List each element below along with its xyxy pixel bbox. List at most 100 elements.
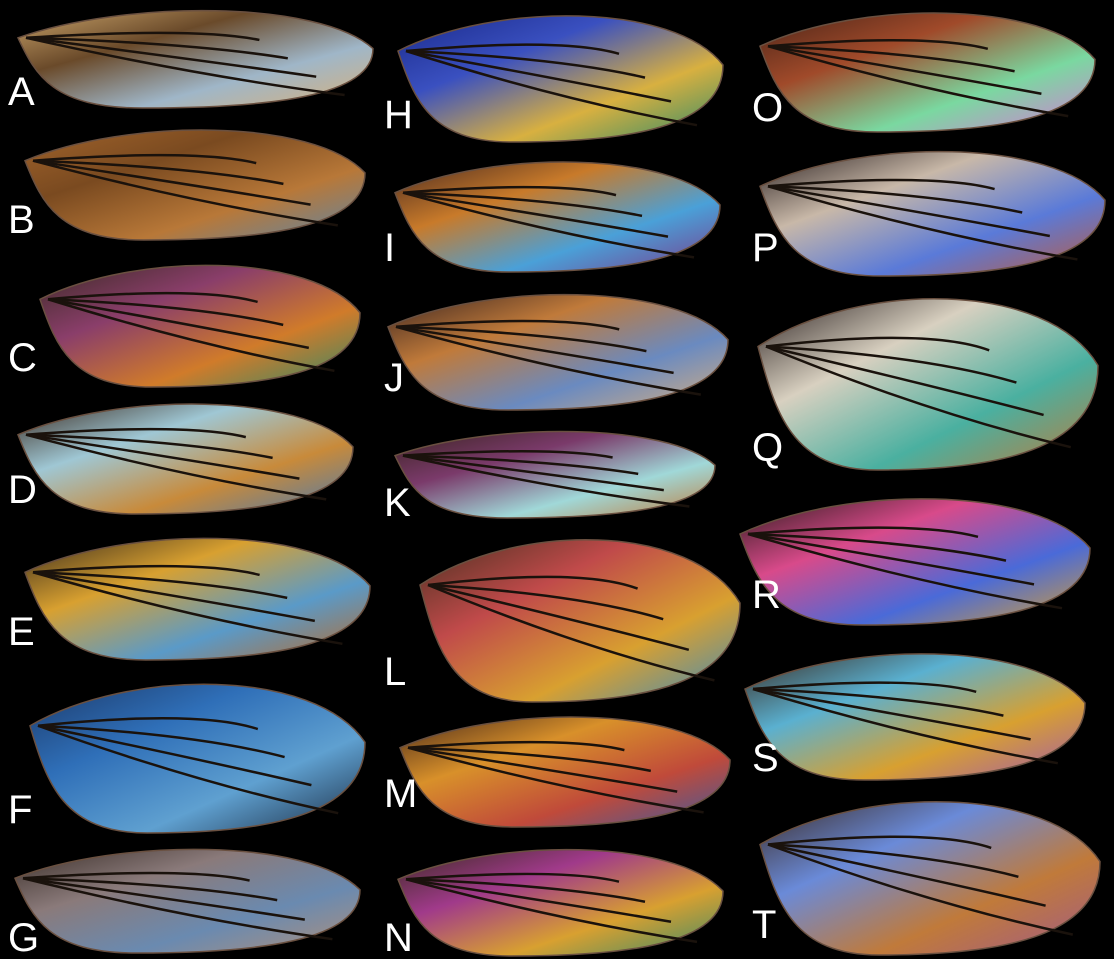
wing-vein <box>25 36 317 78</box>
wing-vein <box>32 571 288 600</box>
wing-vein <box>405 878 646 903</box>
wing-vein <box>402 191 643 218</box>
wing-vein <box>402 454 690 508</box>
wing-vein <box>402 449 613 459</box>
wing-vein <box>405 49 672 103</box>
wing-vein <box>25 433 327 501</box>
wing-vein <box>47 298 335 373</box>
panel-label: D <box>8 468 37 512</box>
wing-vein <box>767 835 992 850</box>
wing-vein <box>395 325 647 353</box>
wing-vein <box>47 298 284 327</box>
wing-vein <box>25 433 300 480</box>
wing-vein <box>767 44 1042 95</box>
wing-vein <box>25 31 260 42</box>
wing-vein <box>22 877 333 941</box>
panel-label: O <box>752 86 784 130</box>
wing-vein <box>767 843 1074 936</box>
wing-vein <box>765 345 1017 384</box>
panel-label: N <box>384 916 413 959</box>
panel-label: Q <box>752 426 784 470</box>
wing-vein <box>25 36 289 60</box>
panel-label: P <box>752 226 779 270</box>
wing-vein <box>22 871 250 882</box>
wing-vein <box>752 681 977 694</box>
wing-vein <box>402 454 639 476</box>
panel-label: T <box>752 903 777 947</box>
panel-label: E <box>8 610 35 654</box>
wing-vein <box>427 583 664 621</box>
wing-vein <box>32 159 311 206</box>
wing-vein <box>405 878 672 924</box>
wing-vein <box>427 583 690 652</box>
wing-vein <box>767 178 995 191</box>
panel-label: G <box>8 916 40 959</box>
wing-vein <box>32 159 338 227</box>
wing-vein <box>22 877 278 902</box>
wing-vein <box>37 724 285 759</box>
wing-vein <box>747 532 1007 562</box>
wing-vein <box>405 49 646 79</box>
wing-vein <box>765 345 1044 417</box>
wing-vein <box>37 724 312 787</box>
panel-label: R <box>752 573 781 617</box>
wing-vein <box>405 43 620 56</box>
wing-vein <box>767 185 1051 238</box>
wing-vein <box>402 185 617 197</box>
wing-vein <box>47 298 310 350</box>
wing-vein <box>765 345 1072 449</box>
panel-label: S <box>752 736 779 780</box>
wing-vein <box>395 325 701 396</box>
panel-label: M <box>384 772 418 816</box>
wing-vein <box>32 571 343 646</box>
wing-vein <box>32 564 260 577</box>
wing-vein <box>25 433 273 460</box>
wing-vein <box>427 583 715 682</box>
wing-vein <box>407 746 678 793</box>
wing-vein <box>767 843 1046 907</box>
wing-vein <box>405 872 620 883</box>
wing-vein <box>747 526 979 539</box>
wing-vein <box>32 159 284 186</box>
wing-vein <box>767 843 1019 879</box>
panel-label: I <box>384 226 396 270</box>
wing-vein <box>767 185 1023 214</box>
wing-vein <box>22 877 305 921</box>
wing-vein <box>402 191 695 259</box>
panel-label: L <box>384 650 407 694</box>
panel-label: J <box>384 356 404 400</box>
panel-label: H <box>384 93 413 137</box>
wing-vein <box>752 687 1031 741</box>
wing-vein <box>407 746 704 814</box>
wing-vein <box>37 717 259 731</box>
wing-vein <box>405 49 698 127</box>
wing-vein <box>32 153 257 165</box>
wing-vein <box>767 44 1015 73</box>
wing-vein <box>47 291 258 304</box>
wing-vein <box>395 325 674 375</box>
wing-vein <box>32 571 316 623</box>
wing-vein <box>747 532 1063 610</box>
wing-vein <box>767 38 989 51</box>
wing-vein <box>767 185 1078 261</box>
wing-vein <box>752 687 1004 717</box>
wing-vein <box>25 427 247 439</box>
wing-vein <box>405 878 698 944</box>
wing-vein <box>402 191 669 238</box>
wing-vein <box>767 44 1069 118</box>
wing-vein <box>747 532 1035 586</box>
panel-label: C <box>8 336 37 380</box>
wing-vein <box>37 724 339 815</box>
wing-vein <box>427 575 639 590</box>
panel-label: K <box>384 481 411 525</box>
wing-vein <box>395 319 620 331</box>
wing-vein <box>25 36 345 97</box>
wing-vein <box>402 454 664 492</box>
wing-vein <box>407 740 625 752</box>
wing-vein <box>752 687 1059 765</box>
panel-label: F <box>8 788 33 832</box>
wing-vein <box>407 746 652 773</box>
panel-label: B <box>8 198 35 242</box>
